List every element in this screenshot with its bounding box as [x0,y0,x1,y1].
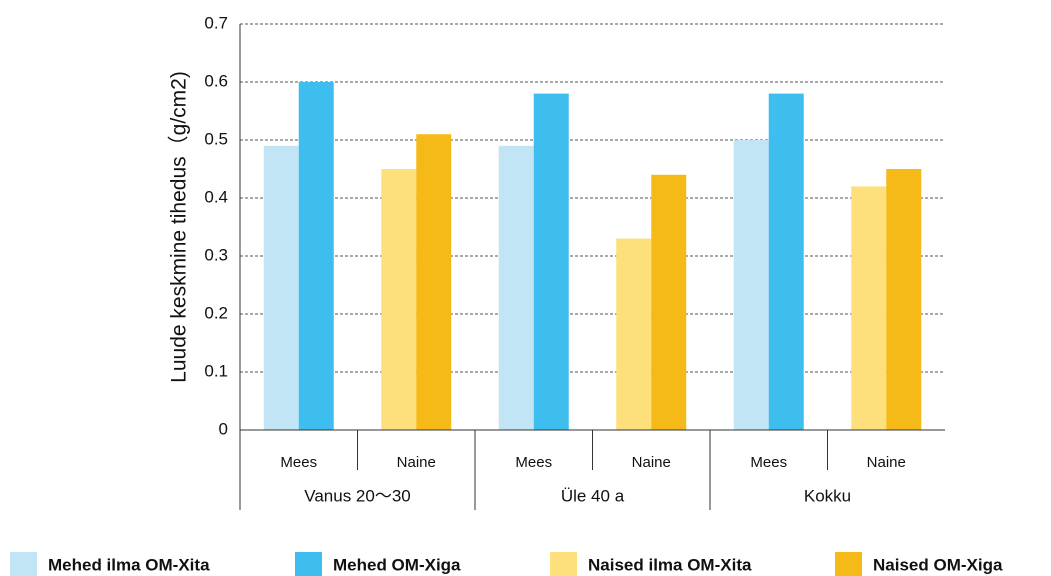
bar [768,93,804,430]
x-tick-label: Mees [515,454,552,471]
bar [298,82,334,430]
legend-label: Naised OM-Xiga [873,555,1003,574]
x-tick-label: Naine [867,454,906,471]
bar [851,186,887,430]
legend-swatch [10,552,37,576]
group-label: Kokku [804,486,851,505]
y-tick-label: 0.1 [204,361,228,380]
x-tick-label: Mees [280,454,317,471]
legend-label: Naised ilma OM-Xita [588,555,752,574]
legend-label: Mehed ilma OM-Xita [48,555,210,574]
legend-swatch [550,552,577,576]
y-tick-label: 0.7 [204,13,228,32]
group-label: Üle 40 a [561,486,625,505]
y-tick-label: 0.4 [204,187,228,206]
bar [616,238,652,430]
x-tick-label: Mees [750,454,787,471]
x-tick-label: Naine [632,454,671,471]
bar [416,134,452,430]
y-tick-label: 0.3 [204,245,228,264]
group-label: Vanus 20～30 [304,486,410,505]
y-tick-label: 0.6 [204,71,228,90]
bar [733,140,769,430]
bar [498,145,534,431]
legend-label: Mehed OM-Xiga [333,555,461,574]
bar [651,174,687,430]
bar [533,93,569,430]
bar [381,169,417,430]
y-tick-label: 0 [219,419,228,438]
y-tick-label: 0.5 [204,129,228,148]
legend-swatch [835,552,862,576]
bar [263,145,299,431]
legend-swatch [295,552,322,576]
bar [886,169,922,430]
y-tick-label: 0.2 [204,303,228,322]
x-tick-label: Naine [397,454,436,471]
y-axis-label: Luude keskmine tihedus（g/cm2) [168,71,191,383]
